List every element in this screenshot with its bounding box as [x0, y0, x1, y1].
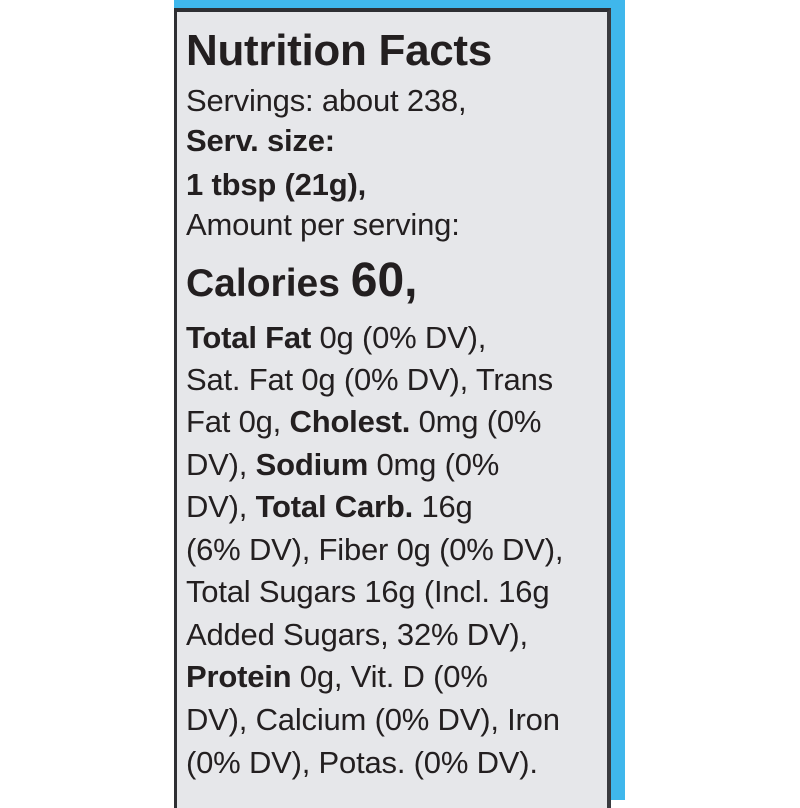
- nutrient-value: (6% DV), Fiber 0g (0% DV),: [186, 532, 564, 567]
- nutrient-name: Total Carb.: [255, 489, 414, 524]
- nutrient-line-total-fat: Total Fat 0g (0% DV),: [186, 320, 486, 356]
- nutrient-name: Total Fat: [186, 320, 312, 355]
- nutrient-name: Cholest.: [289, 404, 411, 439]
- calories-row: Calories 60,: [186, 257, 417, 307]
- nutrient-line-total-carb: DV), Total Carb. 16g: [186, 489, 473, 525]
- nutrient-value: 0mg (0%: [368, 447, 500, 482]
- nutrition-facts-panel: Nutrition Facts Servings: about 238, Ser…: [174, 8, 611, 808]
- nutrient-name: Sodium: [255, 447, 369, 482]
- nutrient-value: 0g, Vit. D (0%: [291, 659, 488, 694]
- nutrition-facts-title: Nutrition Facts: [186, 26, 492, 75]
- servings-per-container: Servings: about 238,: [186, 83, 467, 118]
- nutrient-name: Protein: [186, 659, 292, 694]
- nutrient-value: Total Sugars 16g (Incl. 16g: [186, 574, 550, 609]
- nutrient-line-protein: Protein 0g, Vit. D (0%: [186, 659, 488, 695]
- serving-size-label: Serv. size:: [186, 123, 335, 158]
- calories-label: Calories: [186, 262, 340, 305]
- nutrient-value: (0% DV), Potas. (0% DV).: [186, 745, 538, 780]
- nutrient-line-sat-fat: Sat. Fat 0g (0% DV), Trans: [186, 362, 553, 398]
- amount-per-serving: Amount per serving:: [186, 207, 460, 242]
- nutrient-line-fiber: (6% DV), Fiber 0g (0% DV),: [186, 532, 563, 568]
- nutrient-value: 0mg (0%: [410, 404, 542, 439]
- nutrient-prefix: DV),: [186, 489, 256, 524]
- nutrient-line-sodium: DV), Sodium 0mg (0%: [186, 447, 499, 483]
- nutrient-prefix: DV),: [186, 447, 256, 482]
- nutrient-value: DV), Calcium (0% DV), Iron: [186, 702, 560, 737]
- nutrient-line-cholesterol: Fat 0g, Cholest. 0mg (0%: [186, 404, 541, 440]
- nutrient-value: 0g (0% DV),: [311, 320, 487, 355]
- nutrient-line-calcium-iron: DV), Calcium (0% DV), Iron: [186, 702, 560, 738]
- nutrient-value: Added Sugars, 32% DV),: [186, 617, 528, 652]
- nutrient-line-total-sugars: Total Sugars 16g (Incl. 16g: [186, 574, 550, 610]
- nutrient-line-added-sugars: Added Sugars, 32% DV),: [186, 617, 528, 653]
- calories-value: 60,: [350, 254, 418, 307]
- nutrient-value: 16g: [413, 489, 473, 524]
- nutrient-value: Sat. Fat 0g (0% DV), Trans: [186, 362, 553, 397]
- serving-size-value: 1 tbsp (21g),: [186, 167, 366, 202]
- nutrient-prefix: Fat 0g,: [186, 404, 290, 439]
- nutrient-line-potassium: (0% DV), Potas. (0% DV).: [186, 745, 538, 781]
